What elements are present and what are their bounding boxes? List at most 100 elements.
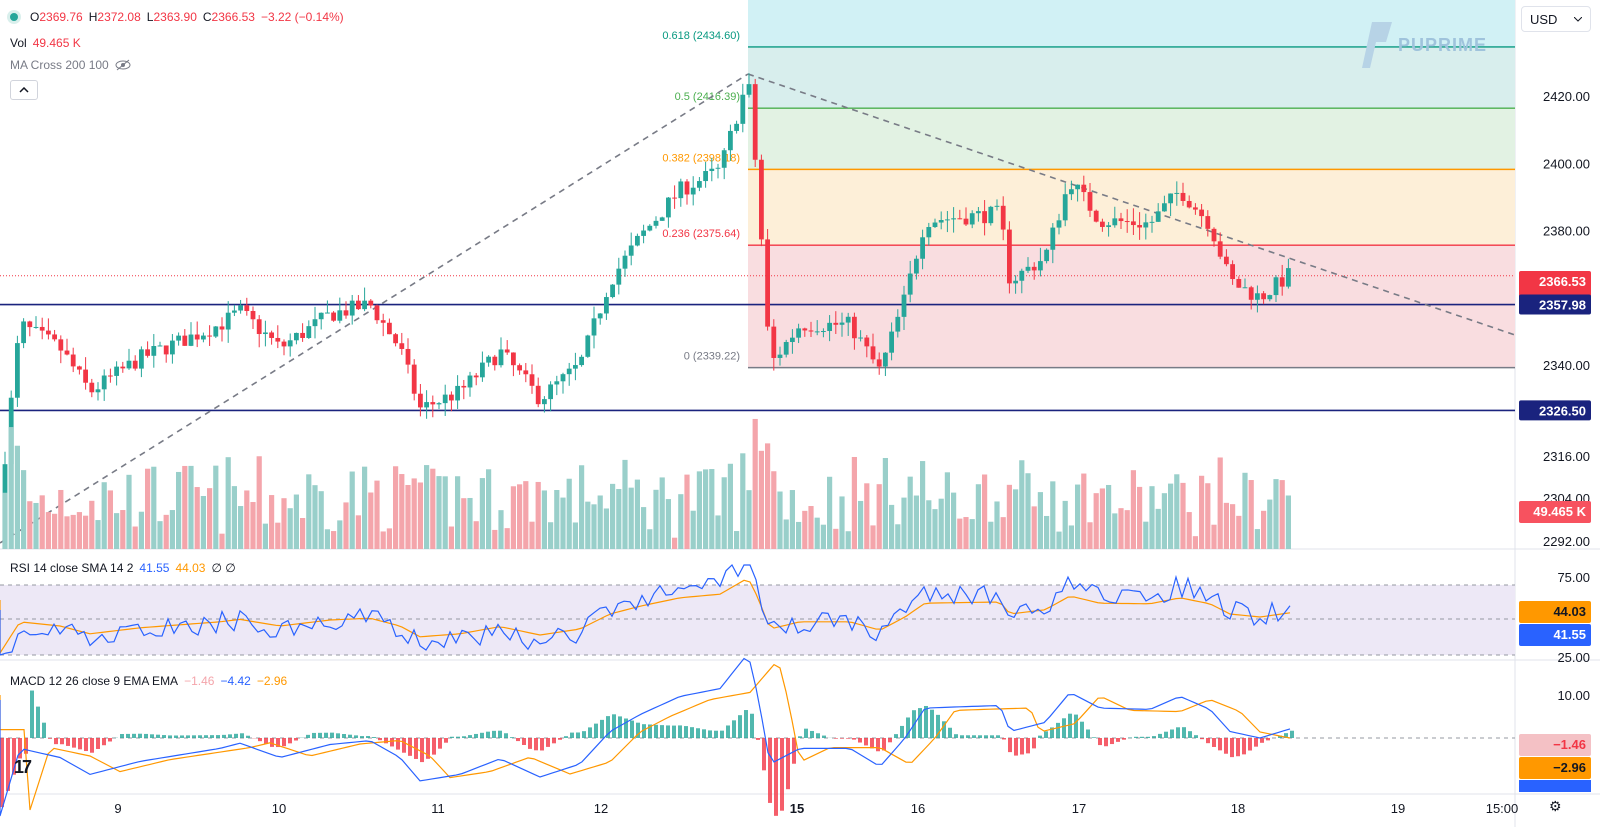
- volume-bar: [659, 477, 665, 549]
- volume-bar: [498, 510, 504, 549]
- macd-hist-bar: [318, 732, 322, 738]
- candle-body: [883, 352, 888, 367]
- hidden-eye-icon[interactable]: [115, 59, 131, 71]
- volume-bar: [411, 478, 417, 549]
- volume-bar: [132, 526, 138, 549]
- fib-zone: [748, 245, 1515, 368]
- macd-hist-bar: [1134, 736, 1138, 738]
- volume-bar: [616, 488, 622, 549]
- macd-hist-bar: [618, 716, 622, 738]
- candle-body: [597, 313, 603, 319]
- macd-hist-bar: [186, 735, 190, 738]
- macd-hist-bar: [408, 738, 412, 756]
- macd-hist-bar: [504, 733, 508, 738]
- volume-bar: [461, 498, 467, 549]
- volume-bar: [405, 484, 411, 549]
- macd-hist-bar: [924, 705, 928, 738]
- volume-bar: [1267, 499, 1273, 549]
- candle-body: [362, 300, 367, 310]
- macd-hist-bar: [990, 735, 994, 738]
- candle-body: [1118, 218, 1124, 222]
- volume-value: 49.465 K: [32, 36, 81, 50]
- macd-hist-bar: [1194, 735, 1198, 738]
- volume-bar: [163, 514, 169, 549]
- volume-bar: [473, 521, 479, 549]
- candle-body: [1224, 256, 1229, 265]
- macd-hist-bar: [1260, 738, 1264, 743]
- volume-bar: [529, 521, 535, 549]
- volume-bar: [957, 518, 963, 549]
- candle-body: [783, 342, 789, 355]
- macd-hist-bar: [354, 735, 358, 738]
- macd-hist-bar: [714, 730, 718, 738]
- macd-hist-bar: [1146, 736, 1150, 738]
- candle-body: [542, 399, 547, 405]
- candle-body: [1137, 225, 1142, 228]
- macd-hist-bar: [282, 738, 286, 747]
- macd-hist-bar: [666, 725, 670, 738]
- macd-legend[interactable]: MACD 12 26 close 9 EMA EMA −1.46 −4.42 −…: [10, 674, 287, 688]
- volume-bar: [238, 506, 244, 549]
- time-axis-label: 17: [1072, 801, 1086, 816]
- macd-hist-bar: [1110, 738, 1114, 745]
- volume-bar: [1087, 522, 1093, 549]
- macd-tag-partial: [1519, 780, 1591, 792]
- candle-body: [901, 294, 907, 317]
- fib-label: 0.236 (2375.64): [662, 228, 740, 240]
- candle-body: [163, 345, 169, 355]
- volume-bar: [554, 490, 560, 549]
- rsi-legend[interactable]: RSI 14 close SMA 14 2 41.55 44.03 ∅ ∅: [10, 561, 236, 575]
- high-label: H: [88, 10, 98, 24]
- volume-bar: [827, 476, 833, 549]
- macd-hist-bar: [648, 724, 652, 738]
- tradingview-logo[interactable]: 17: [14, 757, 32, 777]
- candle-body: [424, 402, 429, 408]
- macd-hist-bar: [48, 738, 52, 739]
- macd-hist-bar: [234, 733, 238, 738]
- volume-bar: [442, 476, 448, 549]
- settings-gear-icon[interactable]: ⚙: [1549, 798, 1562, 814]
- candle-body: [139, 349, 144, 369]
- candle-body: [194, 334, 200, 340]
- macd-hist-bar: [390, 738, 394, 747]
- close-value: 2366.53: [211, 10, 255, 24]
- candle-body: [858, 337, 863, 339]
- macd-hist-bar: [1050, 727, 1054, 738]
- volume-bar: [988, 521, 994, 549]
- time-axis-label: 9: [114, 801, 121, 816]
- candle-body: [821, 331, 826, 333]
- volume-bar: [455, 476, 461, 549]
- ma-cross-legend[interactable]: MA Cross 200 100: [10, 58, 131, 72]
- volume-bar: [107, 490, 113, 549]
- volume-bar: [535, 481, 541, 549]
- volume-bar: [417, 482, 423, 549]
- volume-bar: [1143, 521, 1149, 549]
- open-value: 2369.76: [39, 10, 83, 24]
- volume-bar: [1279, 480, 1285, 549]
- candle-body: [256, 319, 262, 335]
- macd-hist-bar: [192, 735, 196, 738]
- macd-hist-bar: [1254, 738, 1258, 747]
- macd-hist-bar: [684, 726, 688, 738]
- volume-bar: [275, 522, 281, 549]
- brand-name: PUPRIME: [1398, 34, 1488, 55]
- volume-bar: [176, 471, 182, 549]
- candle-body: [33, 326, 39, 328]
- time-axis-label: 12: [594, 801, 608, 816]
- candle-body: [1186, 200, 1192, 208]
- macd-hist-bar: [510, 737, 514, 738]
- macd-hist-bar: [1236, 738, 1240, 757]
- macd-hist-bar: [276, 738, 280, 748]
- volume-bar: [1223, 502, 1229, 549]
- macd-axis-tick: 10.00: [1557, 688, 1590, 703]
- volume-bars: [2, 418, 1291, 549]
- volume-bar: [355, 515, 361, 549]
- volume-bar: [771, 471, 777, 549]
- candle-body: [1050, 227, 1056, 250]
- candle-body: [511, 352, 516, 366]
- collapse-legend-button[interactable]: [10, 80, 38, 100]
- currency-select[interactable]: USD: [1521, 6, 1591, 32]
- volume-legend[interactable]: Vol 49.465 K: [10, 36, 81, 50]
- volume-bar: [820, 524, 826, 549]
